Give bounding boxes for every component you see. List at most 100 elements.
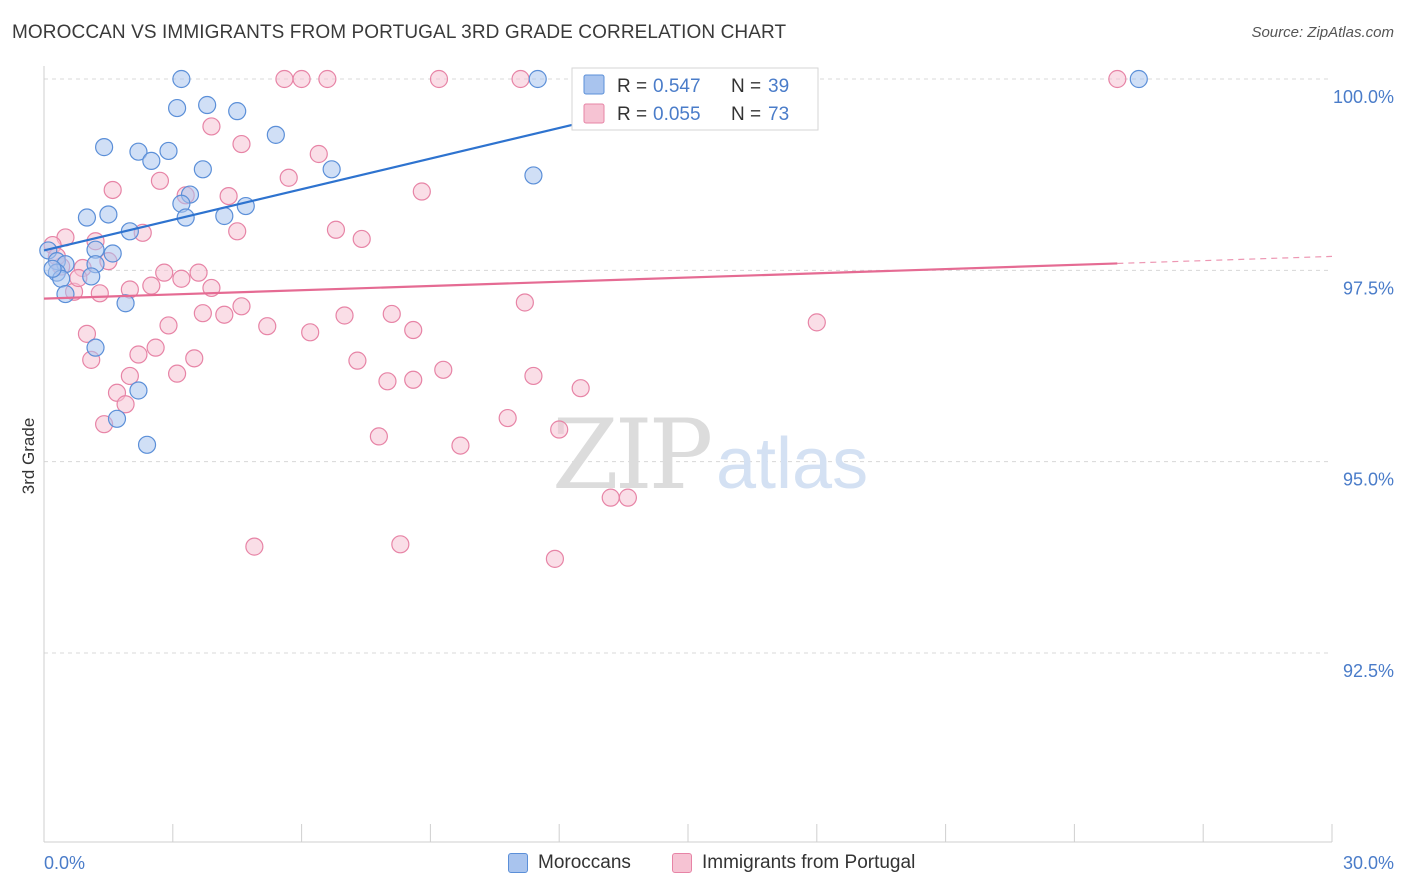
series-immigrants-from-portugal — [43, 69, 1127, 568]
watermark-atlas: atlas — [716, 424, 868, 504]
point-immigrants-from-portugal — [318, 69, 337, 89]
legend-item-moroccans[interactable]: Moroccans — [508, 852, 631, 874]
point-immigrants-from-portugal — [103, 180, 122, 200]
point-moroccans — [43, 259, 62, 278]
legend-item-portugal[interactable]: Immigrants from Portugal — [672, 852, 915, 874]
y-tick-label: 100.0% — [1333, 87, 1394, 107]
legend-swatch-blue — [508, 853, 528, 873]
point-immigrants-from-portugal — [116, 395, 135, 414]
point-moroccans — [86, 338, 105, 357]
point-immigrants-from-portugal — [369, 427, 388, 446]
legend-label-portugal: Immigrants from Portugal — [702, 852, 916, 873]
point-immigrants-from-portugal — [193, 304, 212, 323]
point-immigrants-from-portugal — [429, 69, 449, 89]
point-immigrants-from-portugal — [219, 186, 238, 206]
point-immigrants-from-portugal — [129, 345, 148, 364]
point-immigrants-from-portugal — [142, 276, 161, 295]
legend-n-value-2: 73 — [768, 104, 789, 125]
point-immigrants-from-portugal — [601, 488, 620, 507]
point-immigrants-from-portugal — [215, 305, 234, 324]
point-moroccans — [129, 142, 148, 161]
point-moroccans — [77, 208, 97, 227]
point-immigrants-from-portugal — [159, 316, 178, 335]
y-tick-label: 92.5% — [1343, 661, 1394, 681]
point-moroccans — [1129, 69, 1148, 89]
grid-layer — [44, 78, 1332, 654]
point-moroccans — [99, 205, 118, 224]
point-moroccans — [137, 435, 157, 454]
point-immigrants-from-portugal — [451, 436, 470, 455]
point-immigrants-from-portugal — [515, 293, 534, 312]
legend-r-value-2: 0.055 — [653, 104, 701, 125]
point-immigrants-from-portugal — [498, 408, 517, 428]
point-immigrants-from-portugal — [279, 168, 298, 187]
point-immigrants-from-portugal — [77, 324, 97, 343]
point-immigrants-from-portugal — [524, 366, 543, 386]
point-immigrants-from-portugal — [232, 297, 251, 316]
point-immigrants-from-portugal — [1108, 69, 1127, 89]
point-moroccans — [82, 267, 101, 286]
legend-n-label-1: N = — [731, 76, 761, 97]
trend-line-portugal — [43, 262, 1118, 300]
point-immigrants-from-portugal — [120, 366, 139, 386]
point-immigrants-from-portugal — [185, 349, 204, 368]
point-immigrants-from-portugal — [434, 360, 453, 379]
point-immigrants-from-portugal — [90, 284, 109, 303]
legend-n-value-1: 39 — [768, 76, 789, 97]
point-immigrants-from-portugal — [292, 69, 311, 89]
trend-line-portugal-extension — [1117, 255, 1333, 265]
point-moroccans — [266, 125, 285, 144]
point-immigrants-from-portugal — [404, 320, 423, 340]
point-immigrants-from-portugal — [382, 304, 401, 324]
point-moroccans — [142, 151, 161, 170]
legend-label-moroccans: Moroccans — [538, 852, 631, 873]
point-immigrants-from-portugal — [404, 370, 423, 389]
point-immigrants-from-portugal — [167, 364, 187, 383]
point-moroccans — [524, 166, 543, 185]
point-immigrants-from-portugal — [228, 222, 247, 241]
point-immigrants-from-portugal — [146, 338, 165, 357]
y-axis-title: 3rd Grade — [19, 418, 38, 495]
point-moroccans — [129, 381, 148, 400]
legend-swatch-pink — [672, 853, 692, 873]
point-moroccans — [167, 98, 187, 118]
x-tick-label-max: 30.0% — [1343, 853, 1394, 873]
point-immigrants-from-portugal — [202, 117, 221, 136]
point-immigrants-from-portugal — [412, 182, 431, 201]
point-moroccans — [103, 244, 122, 263]
point-moroccans — [116, 294, 135, 313]
point-immigrants-from-portugal — [378, 372, 397, 391]
chart-title: MOROCCAN VS IMMIGRANTS FROM PORTUGAL 3RD… — [12, 22, 787, 43]
point-immigrants-from-portugal — [391, 535, 410, 554]
point-immigrants-from-portugal — [571, 379, 590, 398]
bottom-legend: Moroccans Immigrants from Portugal — [0, 852, 1406, 878]
correlation-legend: R = 0.547 N = 39 R = 0.055 N = 73 — [571, 67, 819, 131]
point-immigrants-from-portugal — [150, 171, 170, 190]
legend-r-label-1: R = — [617, 76, 647, 97]
point-immigrants-from-portugal — [309, 144, 328, 164]
point-immigrants-from-portugal — [550, 420, 569, 439]
point-moroccans — [107, 409, 127, 428]
legend-n-label-2: N = — [731, 104, 761, 125]
x-tick-label-min: 0.0% — [44, 853, 85, 873]
point-immigrants-from-portugal — [618, 488, 637, 507]
point-immigrants-from-portugal — [245, 537, 264, 556]
watermark: ZIP atlas — [552, 399, 868, 511]
axis-layer — [43, 66, 1333, 843]
point-immigrants-from-portugal — [258, 317, 277, 336]
point-immigrants-from-portugal — [352, 229, 371, 249]
source-note: Source: ZipAtlas.com — [1251, 24, 1394, 41]
legend-r-label-2: R = — [617, 104, 647, 125]
point-immigrants-from-portugal — [348, 351, 367, 370]
point-moroccans — [95, 138, 114, 157]
point-immigrants-from-portugal — [335, 306, 354, 325]
point-immigrants-from-portugal — [189, 263, 208, 282]
point-moroccans — [528, 69, 547, 89]
point-moroccans — [322, 160, 341, 179]
point-moroccans — [228, 102, 247, 121]
point-moroccans — [172, 69, 191, 89]
point-moroccans — [56, 284, 75, 304]
point-immigrants-from-portugal — [511, 69, 530, 89]
point-immigrants-from-portugal — [807, 313, 826, 332]
